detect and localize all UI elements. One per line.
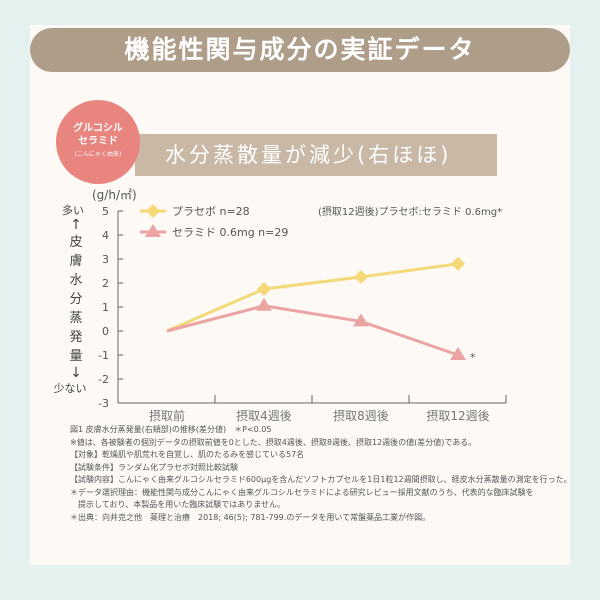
- note-7: ＊出典：向井克之他 薬理と治療 2018; 46(5); 781-799.のデー…: [70, 512, 431, 522]
- x-category-label: 摂取8週後: [333, 408, 389, 423]
- badge-line1: グルコシル: [73, 123, 123, 134]
- page-title: 機能性関与成分の実証データ: [30, 28, 570, 72]
- note-6: 提示しており、本製品を用いた臨床試験ではありません。: [78, 500, 285, 509]
- y-tick-label: 2: [102, 277, 109, 290]
- vertical-label-0: 皮: [69, 235, 83, 250]
- unit-label: (g/h/㎡): [92, 188, 137, 202]
- vertical-label-3: 分: [69, 292, 83, 307]
- vertical-label-1: 膚: [69, 254, 83, 269]
- less-label: 少ない: [53, 382, 87, 395]
- series-line: [166, 304, 459, 357]
- note-0: 図1 皮膚水分蒸発量(右頬部)の推移(差分値) ＊P<0.05: [70, 425, 272, 434]
- y-tick-label: -2: [98, 373, 109, 386]
- note-2: 【対象】乾燥肌や肌荒れを自覚し、肌のたるみを感じている57名: [70, 450, 305, 459]
- data-point: [257, 282, 271, 296]
- y-tick-label: 4: [102, 229, 109, 242]
- data-point: [353, 313, 369, 327]
- legend-label-placebo: プラセボ n=28: [172, 205, 250, 218]
- note-4: 【試験内容】こんにゃく由来グルコシルセラミド600μgを含んだソフトカプセルを1…: [70, 475, 572, 484]
- legend-marker: [145, 224, 161, 237]
- annotation: (摂取12週後)プラセボ:セラミド 0.6mg*: [318, 205, 502, 218]
- arrow-up-icon: ↑: [70, 217, 82, 233]
- y-tick-label: -1: [98, 349, 109, 362]
- series-0: [140, 204, 465, 333]
- legend-marker: [146, 204, 160, 218]
- section-subtitle: 水分蒸散量が減少(右ほほ): [135, 134, 497, 176]
- series-1: [140, 224, 466, 360]
- x-category-label: 摂取12週後: [426, 408, 489, 423]
- y-tick-label: -3: [98, 397, 109, 410]
- badge-line3: (こんにゃく由来): [74, 151, 122, 158]
- badge-line2: セラミド: [78, 136, 118, 147]
- note-5: ＊データ選択理由：機能性関与成分こんにゃく由来グルコシルセラミドによる研究レビュ…: [70, 487, 534, 497]
- data-point: [256, 297, 272, 311]
- data-point: [451, 256, 465, 271]
- y-tick-label: 1: [102, 301, 109, 314]
- note-1: ※値は、各被験者の個別データの摂取前値を0とした、摂取4週後、摂取8週後、摂取1…: [70, 437, 477, 447]
- y-axis-side-label: 多い ↑ 皮 膚 水 分 蒸 発 量 ↓ 少ない: [54, 203, 88, 396]
- data-point: [354, 270, 368, 284]
- y-tick-label: 5: [102, 205, 109, 218]
- ingredient-badge: グルコシル セラミド (こんにゃく由来): [56, 100, 140, 184]
- footnotes: 図1 皮膚水分蒸発量(右頬部)の推移(差分値) ＊P<0.05 ※値は、各被験者…: [70, 424, 572, 524]
- vertical-label-4: 蒸: [69, 311, 83, 326]
- significance-marker: *: [470, 351, 476, 364]
- data-point: [450, 347, 466, 360]
- vertical-label-5: 発: [69, 330, 83, 345]
- series-line: [166, 262, 459, 333]
- vertical-label-2: 水: [69, 273, 83, 288]
- legend: プラセボ n=28 セラミド 0.6mg n=29: [172, 205, 288, 239]
- arrow-down-icon: ↓: [70, 365, 82, 381]
- note-3: 【試験条件】ランダム化プラセボ対照比較試験: [70, 462, 238, 472]
- legend-label-ceramide: セラミド 0.6mg n=29: [172, 226, 288, 239]
- more-label: 多い: [62, 204, 84, 217]
- x-category-label: 摂取前: [149, 408, 185, 423]
- vertical-label-6: 量: [69, 349, 83, 364]
- y-tick-label: 0: [102, 325, 109, 338]
- y-tick-label: 3: [102, 253, 109, 266]
- x-category-label: 摂取4週後: [236, 408, 292, 423]
